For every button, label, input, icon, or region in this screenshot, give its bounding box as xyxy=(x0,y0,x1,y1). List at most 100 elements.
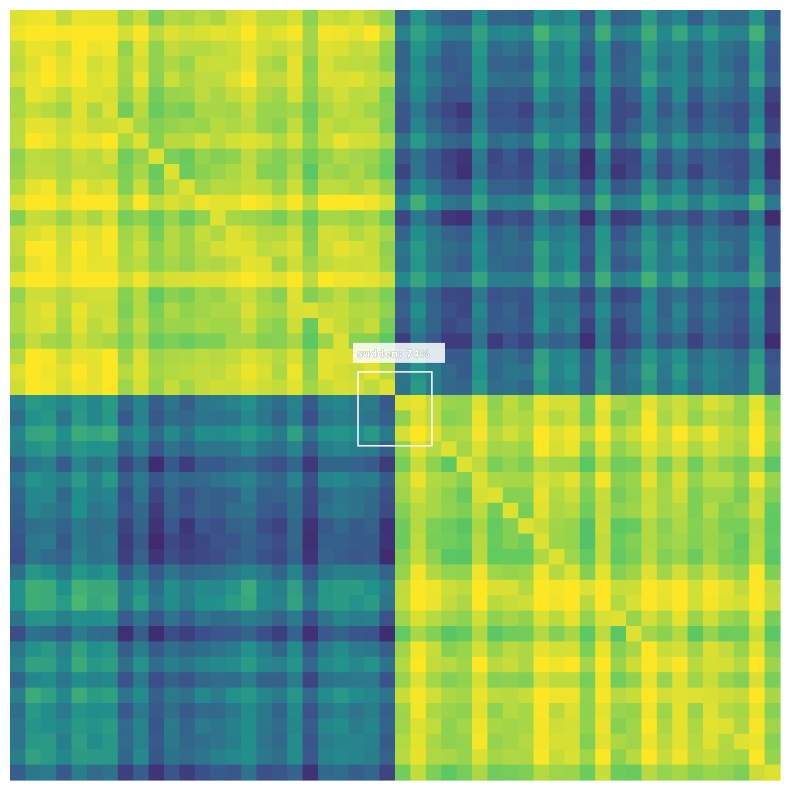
heatmap-cell xyxy=(549,179,565,196)
heatmap-cell xyxy=(56,302,73,319)
heatmap-cell xyxy=(210,610,227,627)
heatmap-cell xyxy=(533,410,550,427)
heatmap-cell xyxy=(133,364,150,381)
heatmap-cell xyxy=(533,672,550,689)
heatmap-cell xyxy=(718,71,735,88)
heatmap-cell xyxy=(672,595,689,612)
heatmap-cell xyxy=(25,364,42,381)
heatmap-cell xyxy=(456,148,473,165)
heatmap-cell xyxy=(117,656,134,673)
heatmap-cell xyxy=(333,641,350,658)
heatmap-cell xyxy=(71,287,88,304)
heatmap-cell xyxy=(56,564,73,581)
heatmap-cell xyxy=(302,718,319,735)
heatmap-cell xyxy=(333,179,350,196)
heatmap-cell xyxy=(10,456,26,473)
heatmap-cell xyxy=(441,287,458,304)
heatmap-cell xyxy=(425,71,442,88)
heatmap-cell xyxy=(626,749,642,766)
heatmap-cell xyxy=(703,210,719,227)
heatmap-cell xyxy=(210,164,227,180)
heatmap-cell xyxy=(194,225,211,242)
heatmap-cell xyxy=(10,626,26,642)
heatmap-cell xyxy=(733,672,750,689)
heatmap-cell xyxy=(487,502,504,519)
heatmap-cell xyxy=(87,379,103,396)
heatmap-cell xyxy=(610,595,627,612)
heatmap-cell xyxy=(764,441,781,458)
heatmap-cell xyxy=(641,71,658,88)
heatmap-cell xyxy=(549,102,565,119)
heatmap-cell xyxy=(764,40,781,57)
heatmap-cell xyxy=(749,502,766,519)
heatmap-cell xyxy=(595,656,612,673)
heatmap-cell xyxy=(364,194,381,211)
heatmap-cell xyxy=(687,733,704,750)
heatmap-cell xyxy=(502,626,519,642)
heatmap-cell xyxy=(102,133,119,150)
heatmap-cell xyxy=(71,364,88,381)
heatmap-cell xyxy=(164,164,180,180)
heatmap-cell xyxy=(610,71,627,88)
heatmap-cell xyxy=(40,672,57,689)
heatmap-cell xyxy=(56,425,73,442)
heatmap-cell xyxy=(656,487,673,504)
heatmap-cell xyxy=(672,256,689,273)
heatmap-cell xyxy=(687,672,704,689)
heatmap-cell xyxy=(379,579,396,596)
heatmap-cell xyxy=(302,364,319,381)
heatmap-cell xyxy=(271,395,288,411)
detection-annotations: sudden: 74% xyxy=(353,342,445,447)
heatmap-cell xyxy=(764,533,781,550)
heatmap-cell xyxy=(764,564,781,581)
heatmap-cell xyxy=(703,703,719,719)
heatmap-cell xyxy=(687,579,704,596)
heatmap-cell xyxy=(703,487,719,504)
heatmap-cell xyxy=(87,626,103,642)
heatmap-cell xyxy=(271,302,288,319)
heatmap-cell xyxy=(87,672,103,689)
heatmap-cell xyxy=(133,133,150,150)
heatmap-cell xyxy=(379,379,396,396)
heatmap-cell xyxy=(194,456,211,473)
heatmap-cell xyxy=(194,610,211,627)
heatmap-cell xyxy=(610,210,627,227)
heatmap-cell xyxy=(518,533,535,550)
heatmap-cell xyxy=(703,348,719,365)
heatmap-cell xyxy=(302,410,319,427)
heatmap-cell xyxy=(410,271,427,288)
heatmap-cell xyxy=(441,56,458,73)
heatmap-cell xyxy=(703,718,719,735)
heatmap-cell xyxy=(749,718,766,735)
heatmap-cell xyxy=(502,641,519,658)
heatmap-cell xyxy=(749,410,766,427)
heatmap-cell xyxy=(549,395,565,411)
heatmap-cell xyxy=(425,579,442,596)
heatmap-cell xyxy=(395,672,411,689)
heatmap-cell xyxy=(241,656,257,673)
heatmap-cell xyxy=(102,641,119,658)
heatmap-cell xyxy=(133,641,150,658)
heatmap-cell xyxy=(87,518,103,535)
heatmap-cell xyxy=(456,56,473,73)
heatmap-cell xyxy=(656,718,673,735)
heatmap-cell xyxy=(549,641,565,658)
heatmap-cell xyxy=(287,518,304,535)
heatmap-cell xyxy=(549,749,565,766)
heatmap-cell xyxy=(595,194,612,211)
heatmap-cell xyxy=(626,502,642,519)
heatmap-cell xyxy=(487,271,504,288)
heatmap-cell xyxy=(502,718,519,735)
heatmap-cell xyxy=(287,87,304,103)
heatmap-cell xyxy=(40,318,57,334)
heatmap-cell xyxy=(164,287,180,304)
heatmap-cell xyxy=(348,271,365,288)
heatmap-cell xyxy=(672,10,689,26)
heatmap-cell xyxy=(148,410,165,427)
heatmap-cell xyxy=(595,764,612,781)
heatmap-cell xyxy=(40,56,57,73)
heatmap-cell xyxy=(194,687,211,704)
heatmap-cell xyxy=(379,179,396,196)
heatmap-cell xyxy=(287,164,304,180)
heatmap-cell xyxy=(225,194,242,211)
